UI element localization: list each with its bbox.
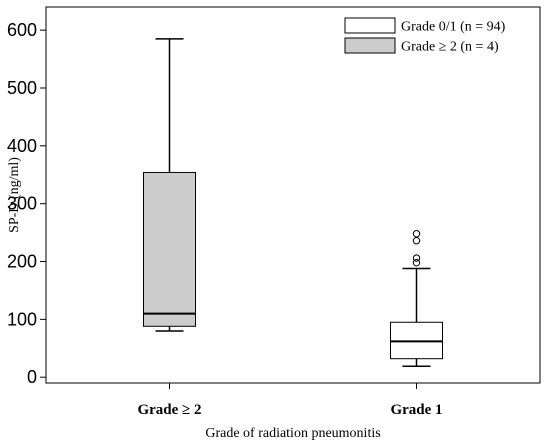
y-tick-label: 100 [7,309,37,329]
y-tick-label: 0 [27,367,37,387]
legend-label: Grade ≥ 2 (n = 4) [401,40,499,55]
y-axis: 0 100 200 300 400 500 600 [7,20,46,387]
y-axis-title: SP-D (ng/ml) [7,157,22,233]
iqr-box [143,171,196,327]
legend-label: Grade 0/1 (n = 94) [401,20,506,35]
x-tick-label: Grade ≥ 2 [137,402,201,418]
x-axis: Grade ≥ 2 Grade 1 [137,383,443,418]
outlier-point [412,254,421,262]
outlier-point [412,236,421,245]
y-tick-label: 500 [7,78,37,98]
boxes [143,38,443,367]
outlier-point [412,258,421,267]
y-tick-label: 200 [7,252,37,272]
legend-swatch [344,17,396,34]
outlier-point [412,230,421,238]
plot-frame [45,6,541,384]
legend-swatch [344,37,396,54]
x-axis-title: Grade of radiation pneumonitis [205,426,380,441]
legend: Grade 0/1 (n = 94) Grade ≥ 2 (n = 4) [344,17,506,55]
y-tick-label: 400 [7,136,37,156]
y-tick-label: 300 [7,194,37,214]
y-tick-label: 600 [7,20,37,40]
x-tick-label: Grade 1 [390,402,442,418]
box-grade-1 [390,230,443,367]
box-grade-2-plus [143,38,196,332]
